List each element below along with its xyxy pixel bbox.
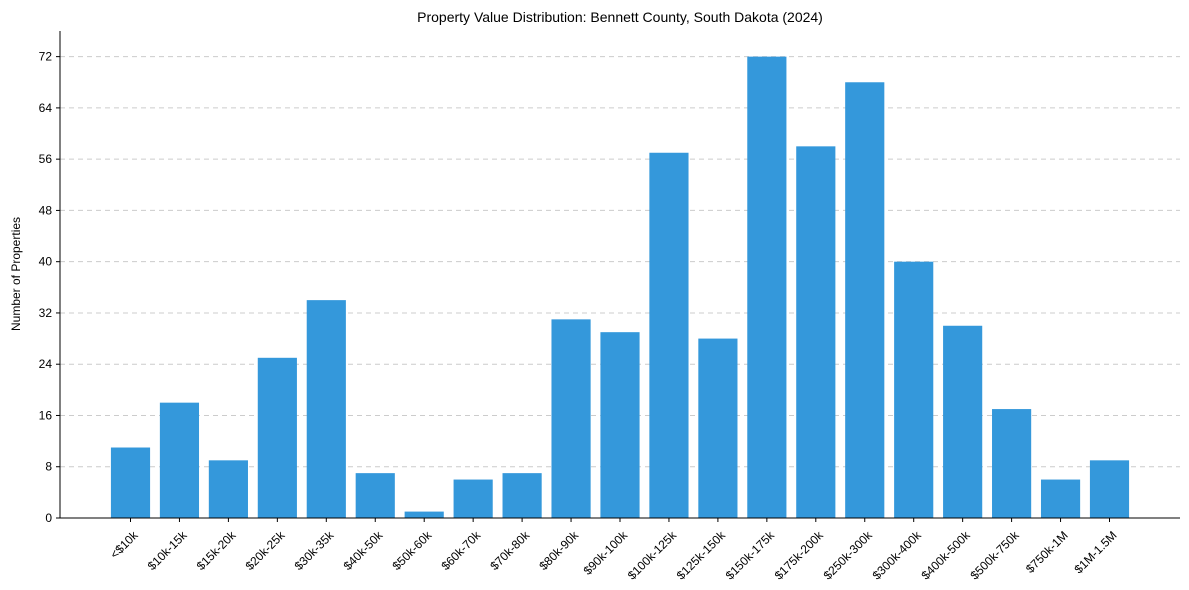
x-tick-label: $300k-400k [870,528,925,583]
x-tick-label: $100k-125k [625,528,680,583]
bar [110,447,151,518]
x-tick-label: $400k-500k [919,528,974,583]
x-tick-label: $175k-200k [772,528,827,583]
bar [992,409,1032,518]
x-tick-label: $125k-150k [674,528,729,583]
bar [355,473,395,518]
bar [649,152,689,518]
y-tick-label: 0 [45,511,52,525]
x-tick-label: $50k-60k [390,528,436,574]
y-tick-label: 64 [39,101,53,115]
x-tick-label: $60k-70k [438,528,484,574]
x-ticks: <$10k $10k-15k $15k-20k $20k-25k $30k-35k $40… [107,518,1120,583]
x-tick-label: $40k-50k [341,528,387,574]
bar [796,146,836,518]
bars [110,56,1130,519]
y-tick-label: 32 [39,306,53,320]
x-tick-label: <$10k [107,528,141,562]
y-axis-label: Number of Properties [9,217,23,331]
y-tick-label: 72 [39,50,53,64]
bar [1089,460,1130,518]
bar [698,338,738,518]
bar [1040,479,1081,518]
y-tick-label: 40 [39,255,53,269]
bar [845,82,885,519]
bar [943,325,983,518]
y-tick-label: 24 [39,357,53,371]
bar [747,56,787,518]
bar [600,332,640,518]
bar [502,473,542,518]
x-tick-label: $500k-750k [967,528,1022,583]
bar [257,357,297,518]
x-tick-label: $10k-15k [145,528,191,574]
x-tick-label: $70k-80k [487,528,533,574]
y-tick-label: 48 [39,203,53,217]
y-ticks: 0 8 16 24 32 40 48 56 64 72 [39,50,60,525]
chart-title: Property Value Distribution: Bennett Cou… [417,9,823,25]
bar [159,402,200,518]
bar [404,511,444,518]
x-tick-label: $750k-1M [1023,528,1071,576]
bar [208,460,248,518]
bar [894,261,934,518]
x-tick-label: $250k-300k [821,528,876,583]
y-tick-label: 16 [39,408,53,422]
x-tick-label: $150k-175k [723,528,778,583]
x-tick-label: $90k-100k [581,528,631,578]
x-tick-label: $80k-90k [536,528,582,574]
y-tick-label: 56 [39,152,53,166]
bar [453,479,493,518]
x-tick-label: $20k-25k [243,528,289,574]
bar [306,300,346,518]
x-tick-label: $1M-1.5M [1072,528,1120,576]
y-tick-label: 8 [45,460,52,474]
bar [551,319,591,518]
x-tick-label: $15k-20k [194,528,240,574]
x-tick-label: $30k-35k [292,528,338,574]
